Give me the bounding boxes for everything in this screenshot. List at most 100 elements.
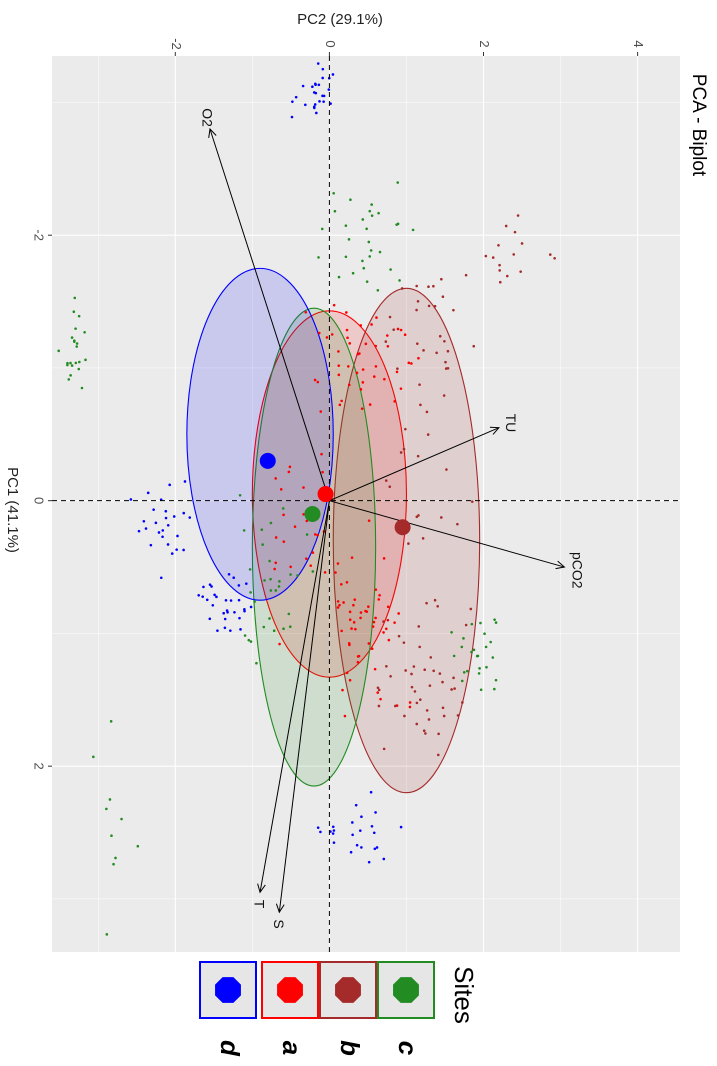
point-d	[351, 833, 354, 837]
point-d	[374, 811, 377, 814]
point-c	[249, 591, 252, 594]
point-a	[319, 410, 323, 413]
centroid-b	[394, 519, 411, 536]
variable-label-tu: TU	[503, 414, 519, 433]
point-c	[317, 256, 320, 259]
point-a	[289, 565, 292, 569]
point-a	[348, 342, 352, 345]
point-d	[304, 103, 307, 107]
point-c	[287, 612, 291, 616]
point-d	[245, 582, 248, 585]
point-a	[387, 638, 391, 642]
point-a	[359, 616, 362, 620]
point-d	[159, 576, 163, 580]
point-d	[301, 84, 305, 88]
point-c	[77, 314, 81, 318]
point-b	[382, 620, 385, 623]
centroid-c	[304, 505, 321, 522]
point-d	[372, 831, 376, 835]
pc1-tick-label: 2	[32, 763, 47, 770]
point-b	[412, 665, 416, 668]
point-b	[442, 714, 446, 718]
point-a	[337, 350, 340, 353]
point-b	[415, 701, 419, 705]
point-a	[393, 621, 396, 624]
point-d	[318, 100, 321, 103]
point-d	[243, 608, 246, 611]
point-a	[382, 557, 386, 560]
point-b	[433, 304, 437, 308]
point-a	[337, 373, 341, 377]
point-b	[516, 214, 520, 217]
point-d	[208, 583, 212, 586]
point-d	[360, 815, 363, 818]
legend-symbol-c	[393, 977, 419, 1003]
point-a	[330, 333, 334, 336]
point-a	[372, 620, 376, 624]
point-d	[216, 629, 219, 632]
point-d	[317, 83, 321, 87]
point-d	[369, 790, 373, 794]
point-d	[315, 111, 318, 115]
point-a	[309, 564, 313, 567]
chart-title: PCA - Biplot	[688, 74, 709, 177]
point-d	[129, 498, 133, 501]
point-b	[427, 285, 430, 289]
point-c	[77, 367, 81, 371]
point-b	[426, 433, 430, 436]
point-c	[269, 589, 273, 592]
point-b	[419, 698, 422, 701]
point-c	[305, 533, 309, 536]
centroid-a	[317, 486, 334, 503]
point-a	[332, 303, 336, 307]
point-c	[105, 933, 109, 936]
point-d	[314, 82, 317, 86]
point-a	[273, 567, 276, 571]
point-b	[394, 704, 397, 708]
point-d	[237, 598, 241, 602]
point-c	[80, 386, 84, 390]
point-a	[352, 621, 356, 624]
point-b	[445, 468, 448, 471]
point-d	[367, 860, 371, 864]
point-c	[369, 249, 373, 252]
point-c	[281, 507, 285, 510]
pc1-tick-label: 0	[32, 497, 47, 504]
point-c	[66, 363, 69, 367]
point-d	[223, 617, 227, 621]
point-d	[332, 841, 336, 844]
point-c	[460, 645, 464, 649]
point-a	[360, 407, 364, 410]
point-a	[359, 388, 363, 391]
point-c	[248, 568, 252, 571]
point-a	[346, 336, 349, 340]
point-a	[302, 486, 305, 489]
point-c	[460, 679, 464, 683]
point-c	[450, 631, 453, 634]
point-b	[452, 308, 455, 312]
point-b	[415, 308, 418, 312]
point-b	[432, 284, 435, 288]
point-a	[367, 642, 371, 645]
legend-label-a: a	[277, 1041, 307, 1055]
point-a	[355, 371, 359, 375]
point-c	[136, 844, 140, 848]
point-a	[397, 612, 400, 615]
point-d	[399, 825, 403, 829]
point-a	[386, 605, 390, 609]
point-b	[385, 664, 388, 668]
point-d	[176, 534, 179, 538]
point-d	[168, 483, 171, 487]
point-a	[274, 561, 278, 565]
point-c	[249, 640, 253, 643]
point-d	[154, 521, 158, 525]
variable-label-s: S	[271, 919, 287, 928]
point-a	[313, 533, 317, 536]
point-a	[321, 470, 324, 474]
variable-label-pco2: pCO2	[569, 552, 585, 589]
point-b	[464, 623, 468, 627]
point-a	[408, 705, 412, 709]
point-a	[336, 562, 340, 565]
point-a	[374, 588, 378, 591]
point-a	[371, 625, 375, 628]
